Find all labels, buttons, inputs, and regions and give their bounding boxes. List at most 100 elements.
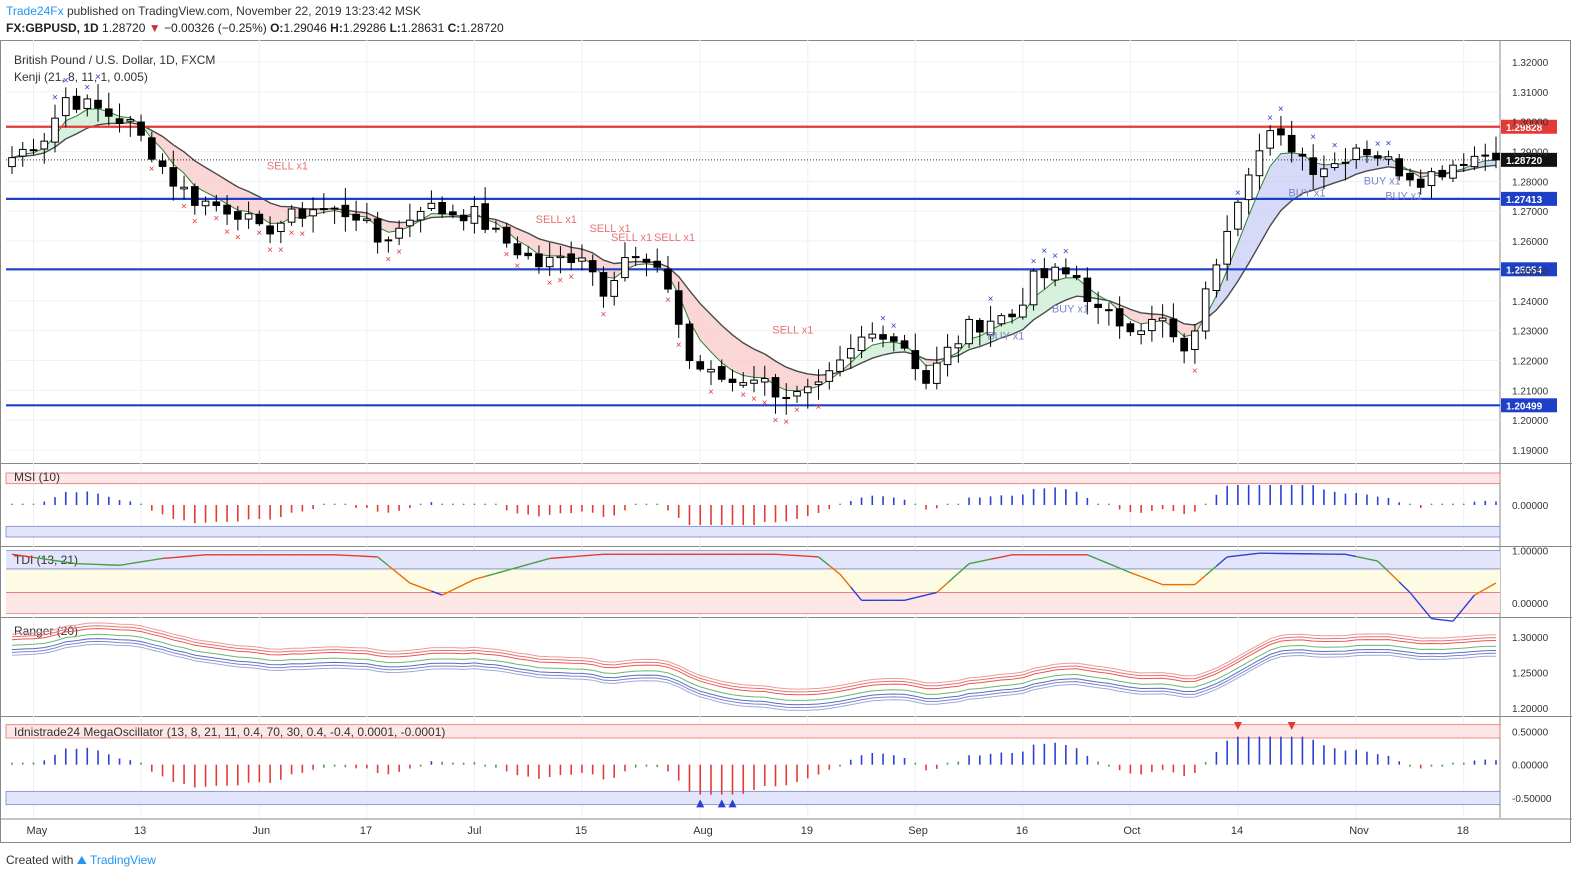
candle-body <box>190 186 199 206</box>
candle-body <box>1373 155 1382 159</box>
candle-body <box>29 149 38 152</box>
tdi-segment <box>1087 554 1099 560</box>
candle-body <box>545 256 554 268</box>
candle-body <box>373 218 382 243</box>
sell-marker: × <box>192 217 198 228</box>
candle-body <box>631 256 640 259</box>
tdi-segment <box>33 556 45 560</box>
cloud-segment <box>1291 152 1303 201</box>
tdi-segment <box>936 582 949 593</box>
candle-body <box>868 333 877 339</box>
level-price-label: 1.25054 <box>1506 265 1543 276</box>
oversold-arrow-icon <box>728 799 737 808</box>
price-tick: 1.26000 <box>1512 237 1549 248</box>
cloud-segment <box>689 290 701 341</box>
low-value: 1.28631 <box>400 21 445 35</box>
candle-body <box>664 268 672 290</box>
candle-body <box>524 252 533 257</box>
tdi-segment <box>1345 553 1357 558</box>
tdi-segment <box>1377 560 1389 573</box>
candle-body <box>309 209 317 217</box>
sell-marker: × <box>816 402 822 413</box>
candle-body <box>814 381 823 385</box>
oversold-arrow-icon <box>696 799 705 808</box>
tradingview-logo-icon[interactable]: ⛰ <box>76 853 87 867</box>
candle-body <box>1277 128 1285 136</box>
buy-label: BUY x1 <box>1385 190 1422 202</box>
candle-body <box>1094 303 1102 308</box>
tdi-segment <box>968 560 980 565</box>
cloud-segment <box>270 203 281 224</box>
tradingview-brand[interactable]: TradingView <box>89 853 156 867</box>
candle-body <box>932 362 941 384</box>
sell-marker: × <box>289 228 295 239</box>
tdi-segment <box>387 565 400 575</box>
tdi-title: TDI (13, 21) <box>14 553 78 567</box>
candle-body <box>1148 318 1156 332</box>
cloud-segment <box>1485 160 1496 167</box>
cloud-segment <box>1055 277 1066 306</box>
tdi-segment <box>452 583 464 591</box>
cloud-segment <box>1001 321 1013 338</box>
time-tick: 17 <box>360 825 372 837</box>
price-tick: 1.32000 <box>1512 58 1549 69</box>
cloud-segment <box>227 180 238 211</box>
tdi-segment <box>54 559 66 563</box>
tdi-segment <box>1194 574 1207 586</box>
price-tick: 1.29000 <box>1512 147 1549 158</box>
buy-marker: × <box>1310 132 1316 143</box>
buy-marker: × <box>1041 246 1047 257</box>
cloud-segment <box>581 249 593 264</box>
candle-body <box>1008 313 1016 318</box>
sell-marker: × <box>224 227 230 238</box>
price-tick: 1.23000 <box>1512 327 1549 338</box>
buy-marker: × <box>84 82 90 93</box>
tdi-segment <box>441 589 454 596</box>
time-tick: 15 <box>575 825 587 837</box>
candle-body <box>1384 156 1393 160</box>
candle-body <box>900 340 909 349</box>
overbought-arrow-icon <box>1233 722 1242 730</box>
chart-canvas[interactable]: 1.298281.274131.250541.204991.28720×××××… <box>0 40 1572 845</box>
buy-marker: × <box>1385 139 1391 150</box>
candle-body <box>1266 130 1275 149</box>
tdi-segment <box>1248 552 1260 556</box>
candle-body <box>642 258 651 263</box>
main-grid <box>6 40 1500 818</box>
tdi-segment <box>538 557 550 563</box>
tdi-segment <box>1420 605 1433 620</box>
oversold-arrow-icon <box>717 799 726 808</box>
buy-marker: × <box>1278 104 1284 115</box>
candle-body <box>1481 154 1490 157</box>
cloud-segment <box>184 151 195 187</box>
candle-body <box>51 117 59 143</box>
sell-marker: × <box>600 310 606 321</box>
cloud-segment <box>87 108 99 129</box>
ranger-band-line <box>11 643 1497 711</box>
candle-body <box>782 396 791 400</box>
indicator-label: Kenji (21, 8, 11, 1, 0.005) <box>14 70 148 84</box>
open-label: O: <box>270 21 284 35</box>
buy-marker: × <box>52 93 58 104</box>
ranger-band-line <box>11 622 1497 690</box>
tdi-segment <box>1227 554 1238 558</box>
buy-label: BUY x1 <box>1288 187 1325 199</box>
candle-body <box>94 99 102 109</box>
mega-lower-band <box>5 790 1501 806</box>
created-with-label: Created with <box>6 853 74 867</box>
tdi-segment <box>44 558 56 562</box>
cloud-segment <box>807 373 819 390</box>
author-name[interactable]: Trade24Fx <box>6 4 64 18</box>
ranger-tick: 1.20000 <box>1512 704 1549 715</box>
publish-info: Trade24Fx published on TradingView.com, … <box>6 4 421 18</box>
ranger-band-line <box>11 625 1497 693</box>
cloud-segment <box>872 342 884 359</box>
mega-tick: 0.50000 <box>1512 727 1549 738</box>
cloud-segment <box>1248 189 1260 264</box>
cloud-segment <box>1366 156 1378 171</box>
candle-body <box>707 368 715 373</box>
tdi-segment <box>506 566 518 572</box>
close-label: C: <box>447 21 461 35</box>
candle-body <box>1169 318 1178 338</box>
tdi-segment <box>839 573 852 588</box>
